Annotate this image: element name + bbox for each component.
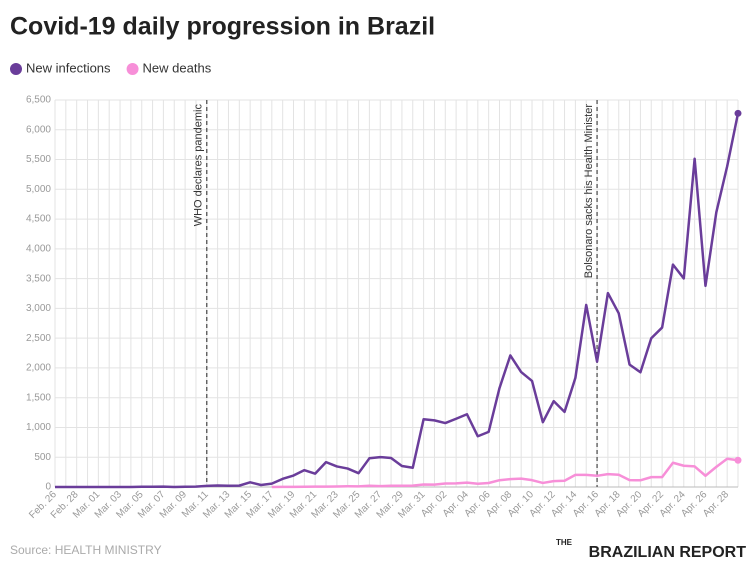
end-marker <box>734 456 742 464</box>
y-tick-label: 5,000 <box>26 184 51 195</box>
y-tick-label: 1,000 <box>26 422 51 433</box>
series-line <box>271 457 739 489</box>
legend-marker <box>10 63 22 75</box>
legend-marker <box>126 63 139 75</box>
source: Source: HEALTH MINISTRY <box>10 543 162 557</box>
chart-title: Covid-19 daily progression in Brazil <box>10 13 435 41</box>
brand-top: THE <box>556 538 573 547</box>
annotation-label: WHO declares pandemic <box>193 104 205 227</box>
y-tick-label: 500 <box>34 452 51 463</box>
y-tick-label: 5,500 <box>26 154 51 165</box>
y-tick-label: 1,500 <box>26 392 51 403</box>
series-line <box>54 113 740 489</box>
y-tick-label: 2,500 <box>26 333 51 344</box>
y-tick-label: 6,500 <box>26 95 51 106</box>
annotation-label: Bolsonaro sacks his Health Minister <box>583 104 595 279</box>
y-tick-label: 4,500 <box>26 214 51 225</box>
y-tick-label: 4,000 <box>26 243 51 254</box>
brand-name: BRAZILIAN REPORT <box>589 544 747 561</box>
y-tick-label: 3,500 <box>26 273 51 284</box>
legend-label: New deaths <box>143 60 212 75</box>
y-tick-label: 0 <box>45 482 51 493</box>
y-tick-label: 2,000 <box>26 363 51 374</box>
y-tick-label: 3,000 <box>26 303 51 314</box>
end-marker <box>734 109 742 117</box>
legend-label: New infections <box>26 60 111 75</box>
y-tick-label: 6,000 <box>26 124 51 135</box>
